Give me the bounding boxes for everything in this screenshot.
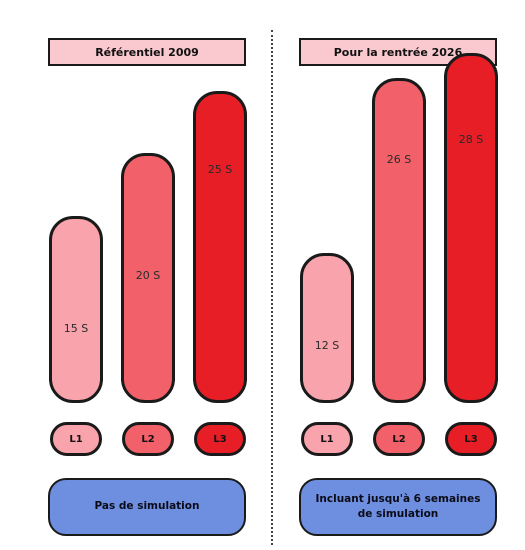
right-chart-note: Incluant jusqu'à 6 semaines de simulatio… (299, 478, 497, 536)
right-category-l1: L1 (301, 422, 353, 456)
right-bar-value-label: 28 S (458, 133, 484, 146)
right-category-l2: L2 (373, 422, 425, 456)
left-bar-l3: 25 S (193, 90, 247, 403)
left-category-l3: L3 (194, 422, 246, 456)
left-chart-title: Référentiel 2009 (48, 38, 246, 66)
left-bar-l2: 20 S (121, 153, 175, 403)
right-bar-value-label: 12 S (314, 339, 340, 352)
left-category-l1: L1 (50, 422, 102, 456)
left-category-l2: L2 (122, 422, 174, 456)
left-bar-value-label: 25 S (207, 162, 233, 176)
right-bar-l2: 26 S (372, 78, 426, 403)
right-chart-title: Pour la rentrée 2026 (299, 38, 497, 66)
left-bar-value-label: 20 S (135, 269, 161, 282)
left-chart-note: Pas de simulation (48, 478, 246, 536)
left-bar-l1: 15 S (49, 215, 103, 403)
right-bar-l3: 28 S (444, 53, 498, 403)
right-bar-l1: 12 S (300, 253, 354, 403)
right-category-l3: L3 (445, 422, 497, 456)
left-bar-value-label: 15 S (63, 321, 89, 335)
panel-divider (271, 30, 273, 545)
right-bar-value-label: 26 S (386, 153, 412, 166)
